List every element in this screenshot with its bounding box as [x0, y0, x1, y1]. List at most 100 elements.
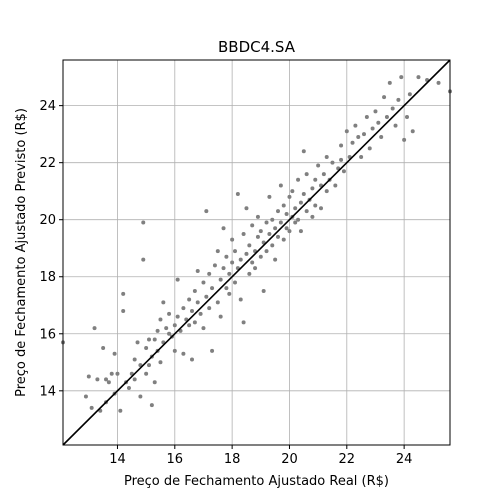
data-point-172 [396, 97, 401, 102]
data-point-176 [407, 92, 412, 97]
data-point-120 [284, 226, 289, 231]
data-point-128 [296, 177, 301, 182]
data-point-65 [204, 209, 209, 214]
data-point-167 [382, 95, 387, 100]
y-tick-label-0: 14 [39, 384, 56, 399]
data-point-131 [298, 229, 303, 234]
data-point-175 [405, 115, 409, 120]
data-point-81 [227, 271, 232, 276]
data-point-173 [399, 75, 404, 80]
data-point-60 [195, 300, 200, 305]
data-point-101 [255, 214, 260, 219]
data-point-157 [353, 123, 358, 128]
data-point-15 [118, 408, 123, 413]
data-point-79 [224, 254, 229, 259]
data-point-151 [339, 143, 344, 148]
data-point-152 [339, 157, 344, 162]
data-point-102 [258, 254, 263, 259]
data-point-70 [210, 348, 215, 353]
data-point-17 [121, 308, 126, 313]
data-point-161 [364, 115, 369, 120]
data-point-66 [204, 294, 209, 299]
data-point-55 [187, 323, 192, 328]
data-point-44 [167, 331, 172, 336]
data-point-3 [89, 405, 94, 410]
data-point-96 [250, 260, 255, 265]
data-point-68 [207, 306, 212, 311]
data-point-133 [301, 192, 306, 197]
data-point-156 [350, 140, 355, 145]
data-point-84 [233, 280, 237, 285]
data-point-108 [267, 231, 272, 236]
data-point-109 [267, 194, 272, 199]
data-point-118 [281, 237, 286, 242]
data-point-38 [158, 317, 163, 322]
data-point-177 [410, 129, 415, 134]
data-point-92 [244, 251, 249, 256]
data-point-89 [238, 257, 243, 262]
data-point-35 [152, 337, 157, 342]
data-point-46 [172, 323, 177, 328]
data-point-148 [330, 160, 335, 165]
data-point-127 [293, 206, 298, 211]
y-axis-title: Preço de Fechamento Ajustado Previsto (R… [14, 108, 29, 397]
data-point-56 [190, 308, 194, 313]
data-point-78 [224, 286, 229, 291]
data-point-149 [333, 183, 338, 188]
data-point-52 [181, 351, 186, 356]
data-point-104 [261, 289, 266, 293]
x-tick-label-2: 18 [224, 452, 241, 467]
data-point-145 [324, 154, 329, 159]
data-point-51 [181, 306, 186, 311]
reference-line [62, 59, 451, 446]
data-point-135 [304, 172, 309, 177]
data-point-130 [298, 200, 303, 205]
data-point-111 [270, 217, 275, 222]
data-point-178 [416, 75, 421, 80]
x-tick-label-1: 16 [167, 452, 184, 467]
data-points [61, 75, 452, 413]
data-point-106 [264, 220, 269, 225]
data-point-57 [190, 357, 194, 362]
data-point-163 [370, 126, 375, 131]
data-point-32 [149, 403, 154, 408]
data-point-169 [387, 80, 392, 85]
data-point-12 [112, 351, 117, 356]
data-point-165 [376, 120, 381, 125]
data-point-140 [313, 203, 318, 208]
data-point-144 [321, 172, 326, 177]
data-point-29 [144, 371, 149, 376]
data-point-113 [273, 226, 278, 231]
data-point-4 [92, 326, 97, 331]
data-point-93 [244, 206, 249, 211]
data-point-160 [362, 132, 366, 137]
plot-frame [62, 59, 451, 446]
data-point-116 [278, 183, 283, 188]
data-point-47 [172, 348, 177, 353]
x-tick-label-3: 20 [281, 452, 298, 467]
data-point-64 [201, 326, 206, 331]
data-point-23 [135, 340, 140, 345]
data-point-119 [281, 203, 286, 208]
data-point-42 [164, 326, 169, 331]
data-point-143 [319, 206, 323, 211]
data-point-170 [390, 106, 395, 111]
y-tick-label-2: 18 [39, 270, 56, 285]
data-point-76 [221, 266, 226, 271]
data-point-99 [253, 266, 258, 271]
data-point-141 [316, 163, 321, 168]
reference-line-layer [62, 59, 451, 446]
data-point-63 [201, 280, 206, 285]
data-point-72 [215, 300, 220, 305]
x-axis-ticks: 14 16 18 20 22 24 [109, 445, 412, 467]
data-point-30 [147, 363, 151, 368]
data-point-1 [83, 394, 88, 399]
x-tick-label-5: 24 [396, 452, 413, 467]
data-point-74 [218, 314, 223, 319]
data-point-97 [250, 223, 255, 228]
x-tick-label-0: 14 [109, 452, 126, 467]
data-point-168 [384, 115, 389, 120]
x-tick-label-4: 22 [339, 452, 356, 467]
